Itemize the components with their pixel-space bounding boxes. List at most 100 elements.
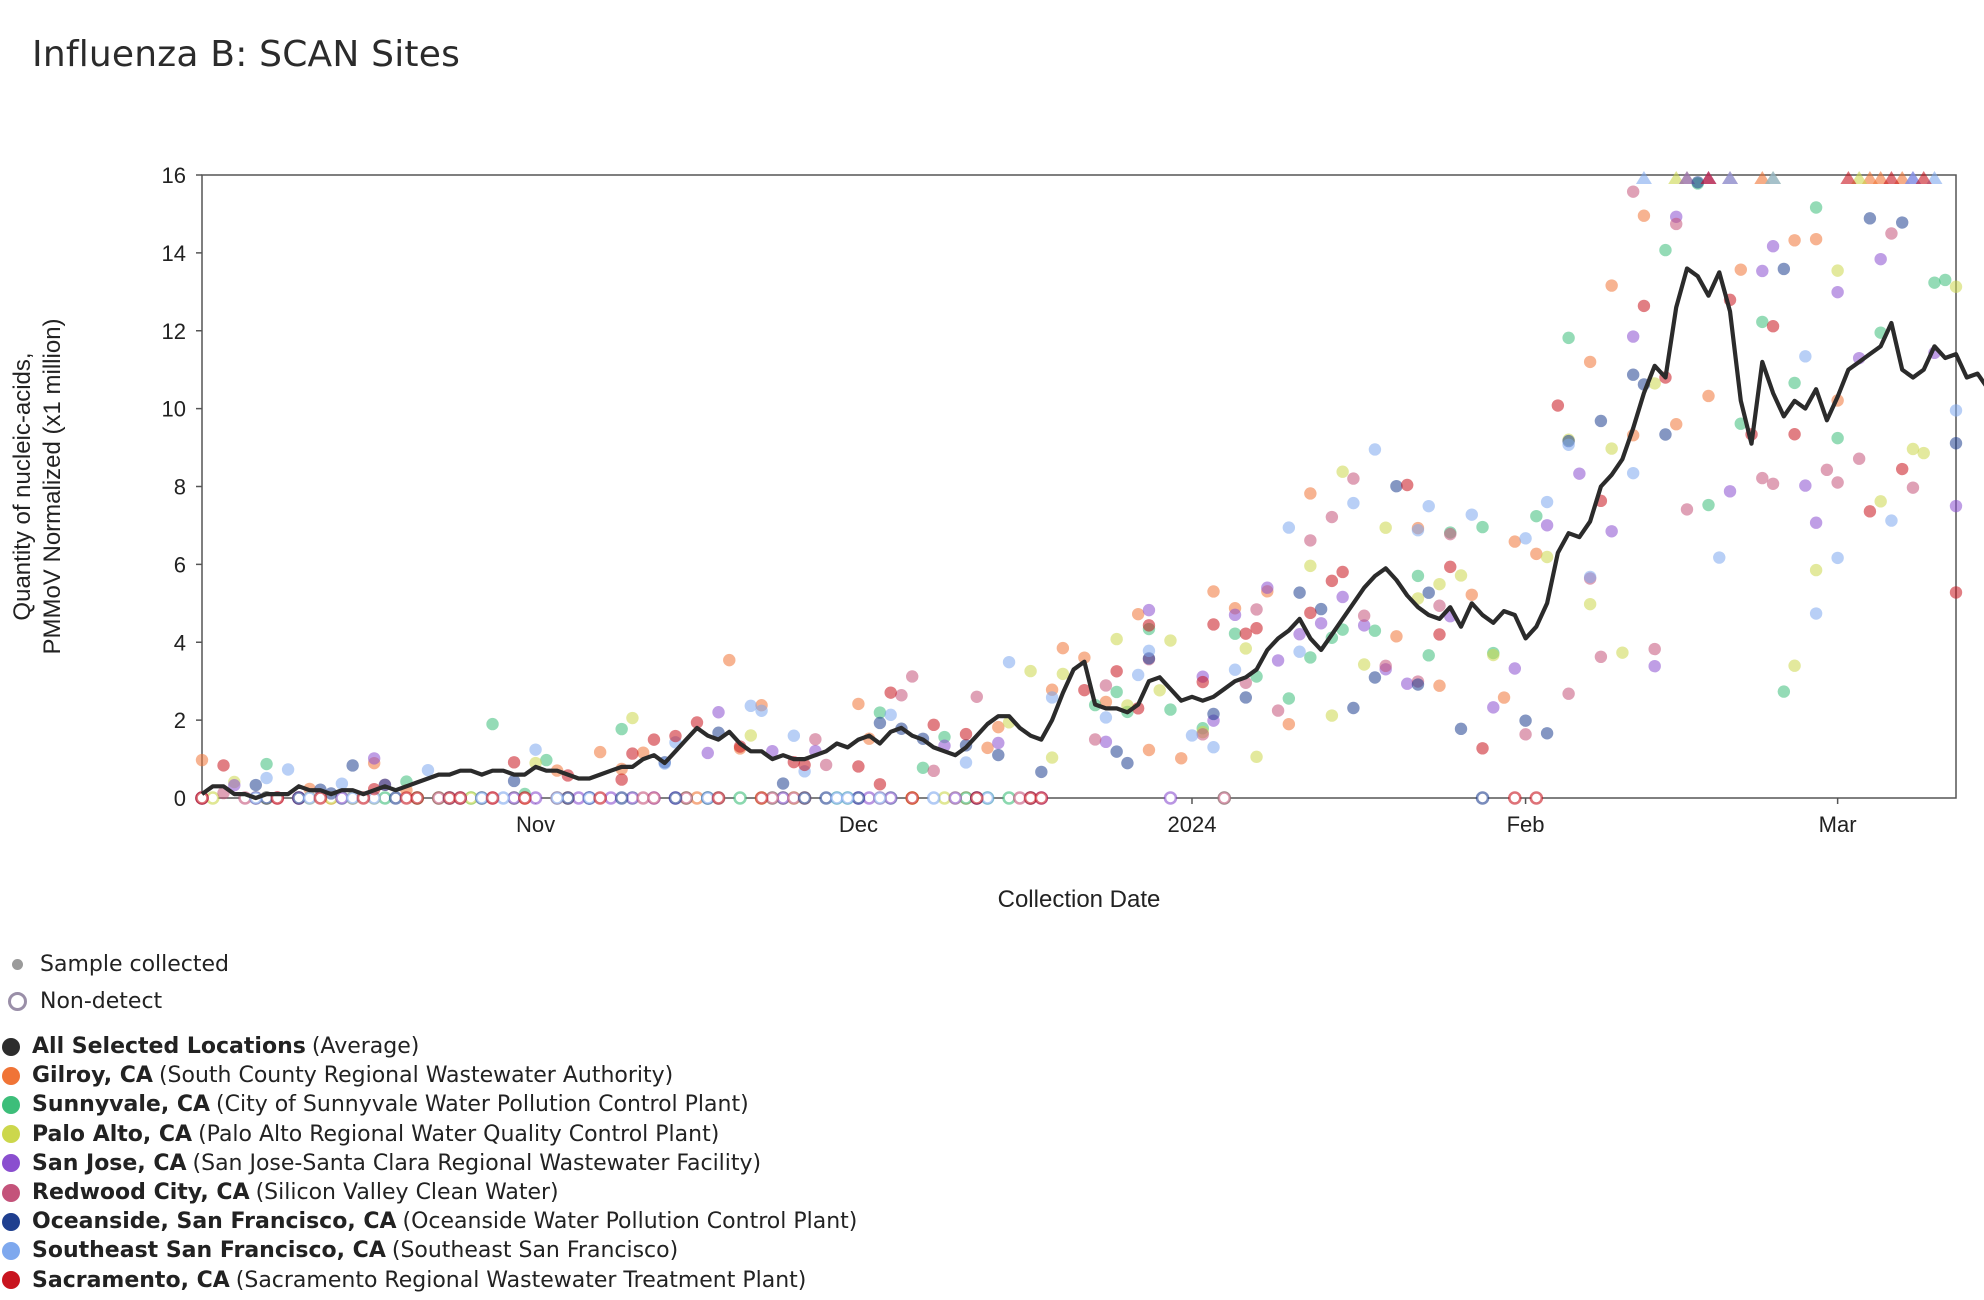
sample-point bbox=[1519, 728, 1532, 741]
sample-point bbox=[1164, 634, 1177, 647]
sample-point bbox=[1142, 644, 1156, 658]
sample-point bbox=[1271, 704, 1285, 717]
site-legend: All Selected Locations (Average) Gilroy,… bbox=[0, 1032, 857, 1295]
sample-point bbox=[1702, 389, 1715, 403]
sample-point bbox=[1540, 495, 1554, 509]
sample-point bbox=[1282, 692, 1296, 705]
nondetect-point bbox=[345, 791, 360, 805]
legend-swatch-icon bbox=[2, 1037, 20, 1056]
nondetect-point bbox=[700, 791, 715, 805]
sample-point bbox=[1680, 503, 1694, 516]
sample-point bbox=[1809, 516, 1823, 529]
sample-point bbox=[1895, 462, 1909, 476]
sample-point bbox=[1594, 650, 1608, 664]
sample-point bbox=[1099, 695, 1113, 709]
sample-point bbox=[1487, 648, 1500, 662]
nondetect-point bbox=[830, 791, 844, 805]
sample-point bbox=[1756, 471, 1769, 485]
sample-point bbox=[367, 752, 381, 765]
legend-item[interactable]: Gilroy, CA (South County Regional Wastew… bbox=[0, 1061, 857, 1090]
nondetect-point bbox=[399, 791, 414, 805]
sample-point bbox=[195, 753, 209, 767]
sample-point bbox=[809, 733, 822, 746]
legend-site-name: Sunnyvale, CA bbox=[32, 1092, 211, 1118]
legend-item[interactable]: Sunnyvale, CA (City of Sunnyvale Water P… bbox=[0, 1090, 857, 1119]
sample-point bbox=[1713, 551, 1726, 564]
axes-layer bbox=[196, 174, 1957, 804]
sample-point bbox=[1379, 521, 1392, 534]
sample-point bbox=[1691, 176, 1704, 189]
sample-point bbox=[1863, 212, 1877, 225]
legend-item[interactable]: All Selected Locations (Average) bbox=[0, 1032, 857, 1061]
sample-point bbox=[1325, 709, 1339, 722]
legend-item[interactable]: Oceanside, San Francisco, CA (Oceanside … bbox=[0, 1207, 857, 1236]
above-range-marker bbox=[1851, 171, 1868, 184]
sample-point bbox=[421, 763, 435, 777]
sample-point bbox=[992, 748, 1005, 762]
sample-point bbox=[1799, 350, 1812, 363]
sample-point bbox=[1422, 649, 1435, 662]
sample-point bbox=[1207, 585, 1220, 598]
y-axis-label: Quantity of nucleic-acids, PMMoV Normaliz… bbox=[9, 318, 66, 654]
legend-item[interactable]: Palo Alto, CA (Palo Alto Regional Water … bbox=[0, 1120, 857, 1149]
legend-item[interactable]: Southeast San Francisco, CA (Southeast S… bbox=[0, 1236, 857, 1265]
sample-point bbox=[1605, 525, 1618, 538]
sample-point bbox=[1508, 662, 1522, 675]
sample-point bbox=[787, 729, 801, 742]
legend-item[interactable]: Redwood City, CA (Silicon Valley Clean W… bbox=[0, 1178, 857, 1207]
nondetect-point bbox=[690, 791, 704, 805]
sample-point bbox=[1831, 476, 1844, 489]
sample-point bbox=[1852, 452, 1866, 465]
sample-point bbox=[852, 697, 865, 711]
sample-point bbox=[1142, 619, 1156, 632]
legend-site-desc: (Palo Alto Regional Water Quality Contro… bbox=[198, 1121, 720, 1147]
sample-point bbox=[1228, 608, 1242, 622]
sample-point bbox=[1508, 535, 1522, 548]
sample-point bbox=[1648, 642, 1661, 656]
legend-site-name: Palo Alto, CA bbox=[32, 1121, 193, 1147]
sample-point bbox=[540, 753, 553, 767]
above-range-marker bbox=[1883, 171, 1900, 184]
sample-point bbox=[701, 746, 714, 760]
legend-swatch-icon bbox=[2, 1095, 20, 1114]
sample-point bbox=[1368, 671, 1382, 684]
sample-point bbox=[1949, 499, 1963, 513]
sample-point bbox=[1271, 654, 1285, 667]
sample-point bbox=[1444, 527, 1457, 541]
sample-point bbox=[1895, 216, 1909, 229]
above-range-marker bbox=[1678, 171, 1695, 184]
sample-point bbox=[647, 733, 661, 746]
sample-point bbox=[1304, 559, 1317, 573]
sample-point bbox=[1336, 465, 1349, 478]
sample-point bbox=[1626, 330, 1640, 343]
line-layer bbox=[200, 266, 1984, 801]
sample-point bbox=[1885, 514, 1898, 527]
sample-point bbox=[615, 773, 628, 786]
sample-point bbox=[873, 716, 887, 730]
sample-point bbox=[1444, 560, 1457, 574]
legend-item[interactable]: San Jose, CA (San Jose-Santa Clara Regio… bbox=[0, 1149, 857, 1178]
legend-sample-key: Sample collected bbox=[0, 952, 229, 977]
legend-site-desc: (Oceanside Water Pollution Control Plant… bbox=[402, 1209, 858, 1235]
sample-point bbox=[873, 778, 887, 791]
nondetect-point bbox=[1163, 791, 1178, 805]
sample-point bbox=[1099, 679, 1113, 692]
legend-site-name: Redwood City, CA bbox=[32, 1180, 250, 1206]
nondetect-point bbox=[507, 791, 521, 805]
sample-point bbox=[852, 760, 865, 773]
legend-item[interactable]: Sacramento, CA (Sacramento Regional Wast… bbox=[0, 1266, 857, 1295]
sample-point bbox=[1605, 279, 1618, 292]
sample-point bbox=[1282, 521, 1296, 534]
sample-point bbox=[1228, 627, 1242, 640]
sample-point bbox=[1293, 645, 1306, 658]
sample-point bbox=[959, 727, 973, 741]
y-tick-label: 6 bbox=[174, 552, 186, 577]
sample-point bbox=[981, 741, 994, 755]
y-tick-label: 16 bbox=[162, 163, 186, 188]
plot-frame bbox=[201, 174, 1957, 799]
sample-point bbox=[529, 743, 542, 756]
sample-point bbox=[1110, 632, 1123, 646]
sample-point bbox=[1325, 574, 1339, 588]
legend-site-desc: (South County Regional Wastewater Author… bbox=[158, 1063, 674, 1089]
